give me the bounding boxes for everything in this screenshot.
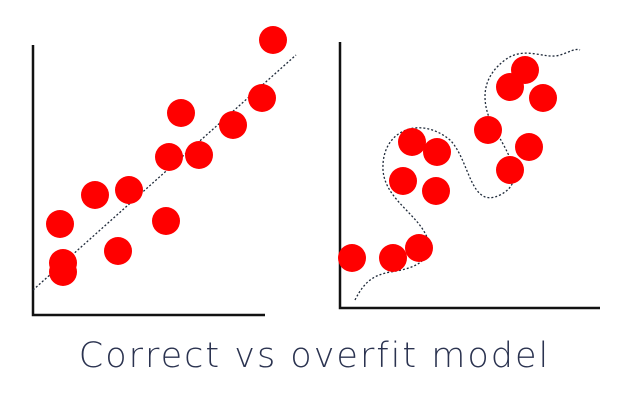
data-point (496, 156, 524, 184)
caption-title: Correct vs overfit model (78, 336, 551, 376)
data-point (398, 128, 426, 156)
data-point (529, 84, 557, 112)
data-point (248, 84, 276, 112)
data-point (423, 138, 451, 166)
correct-model-panel (31, 26, 297, 317)
data-point (259, 26, 287, 54)
data-point (515, 133, 543, 161)
data-point (338, 244, 366, 272)
right-axes (338, 42, 600, 310)
data-point (104, 237, 132, 265)
data-point (422, 177, 450, 205)
data-point (152, 207, 180, 235)
data-point (219, 111, 247, 139)
data-point (474, 116, 502, 144)
data-point (81, 181, 109, 209)
data-point (49, 258, 77, 286)
data-point (405, 234, 433, 262)
data-point (379, 244, 407, 272)
data-point (155, 143, 183, 171)
overfit-model-panel (338, 42, 600, 310)
data-point (185, 141, 213, 169)
data-point (46, 210, 74, 238)
data-point (389, 167, 417, 195)
data-point (167, 99, 195, 127)
left-axes (31, 45, 265, 317)
data-point (115, 176, 143, 204)
data-point (496, 73, 524, 101)
